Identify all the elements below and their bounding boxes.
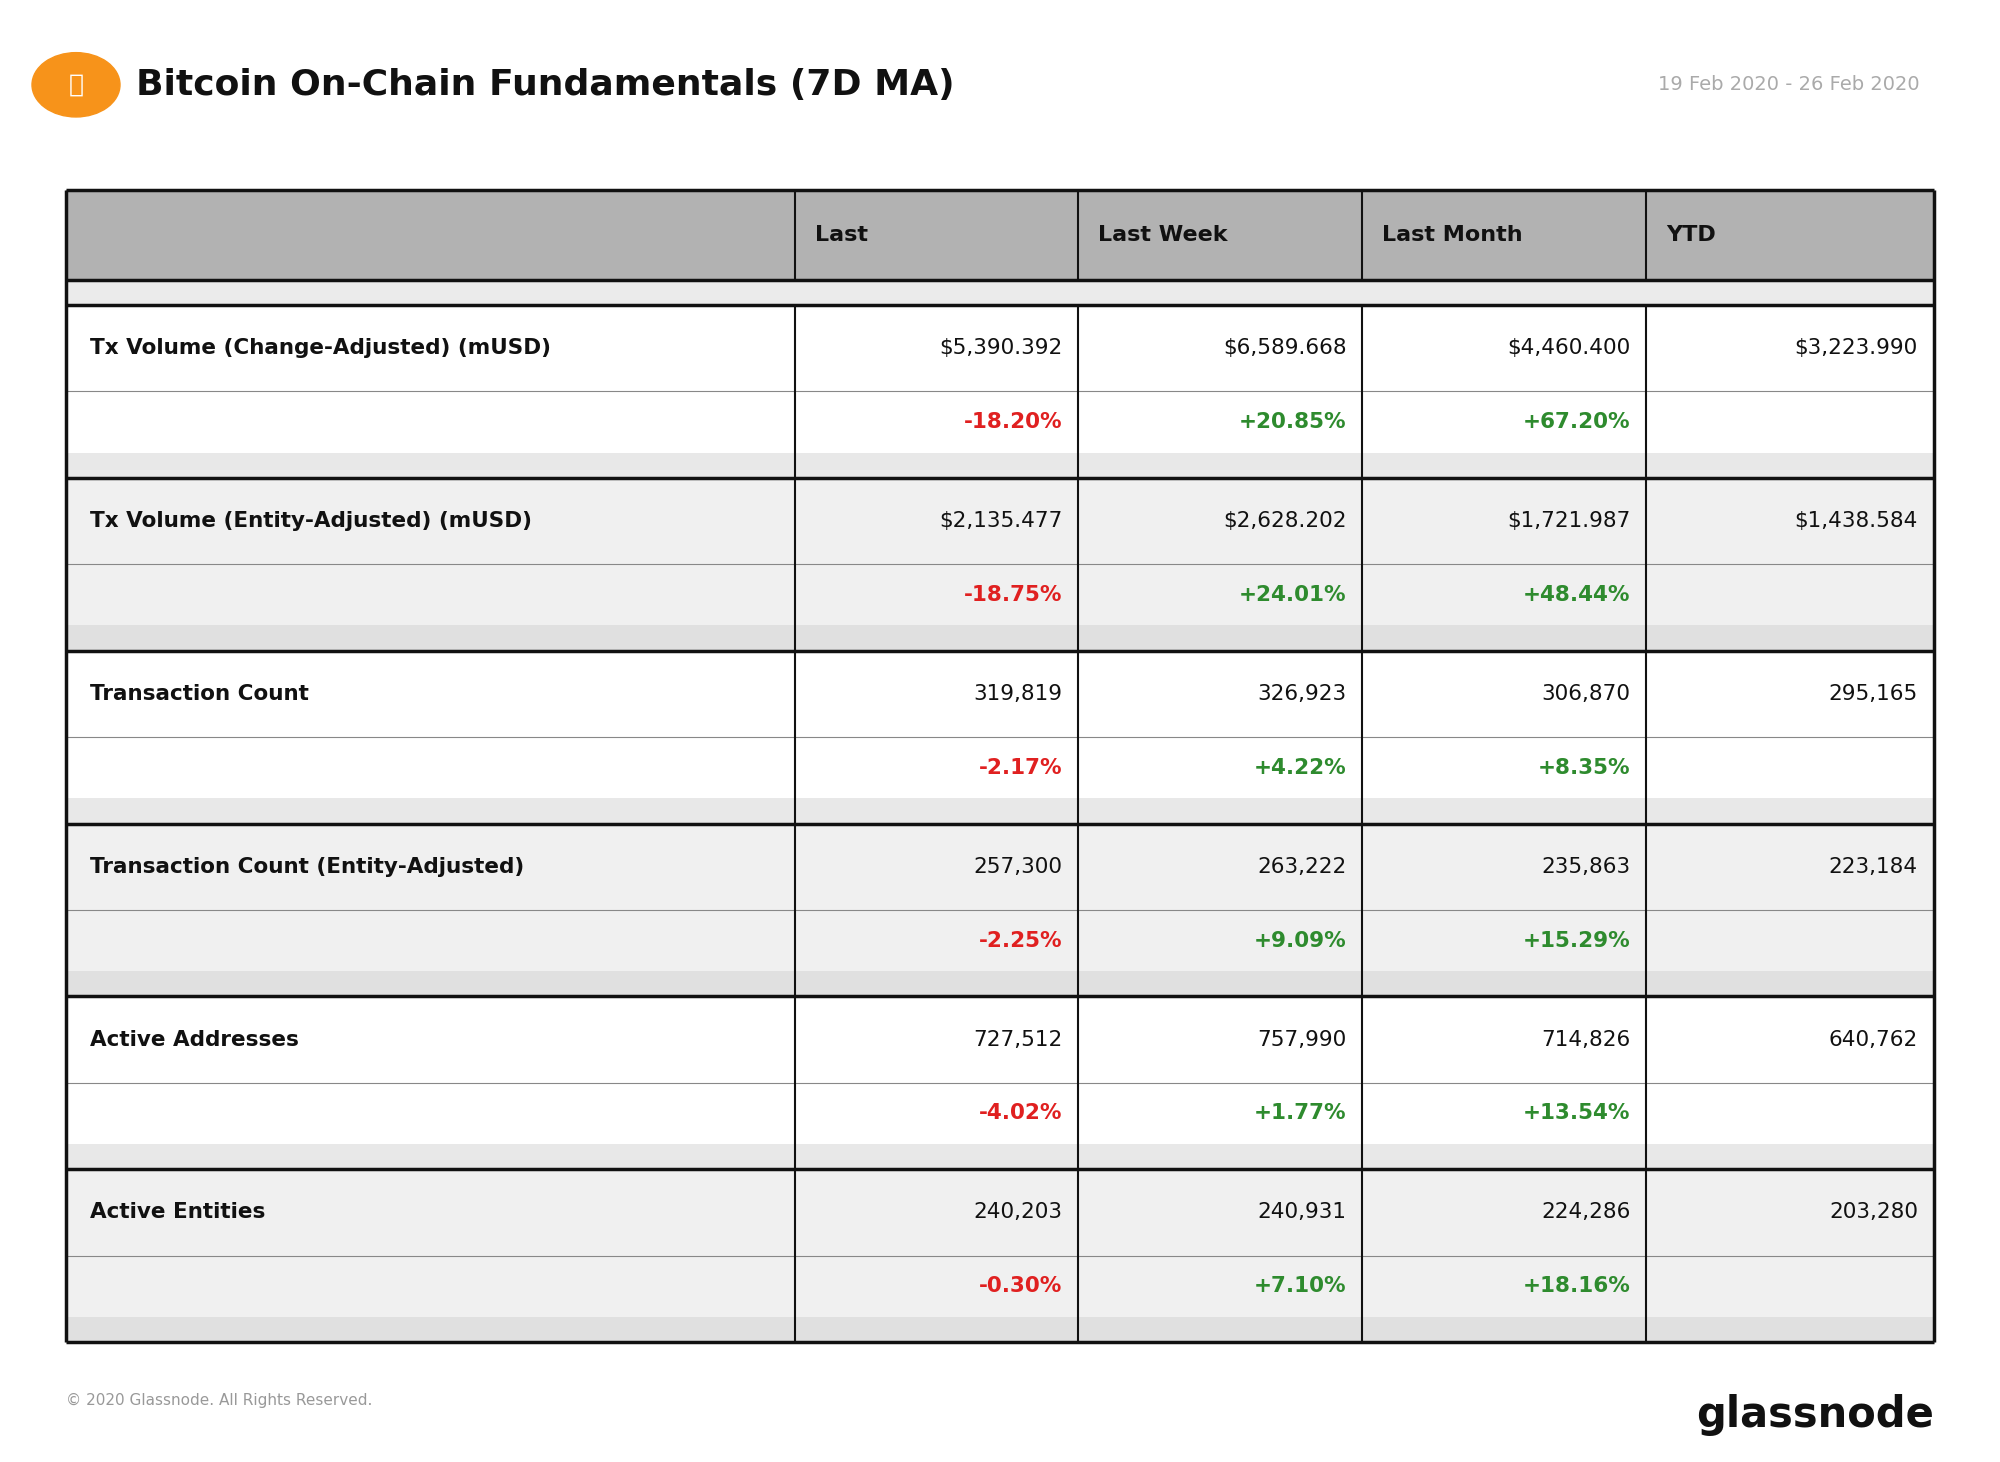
Text: 235,863: 235,863 bbox=[1542, 857, 1630, 877]
Text: 19 Feb 2020 - 26 Feb 2020: 19 Feb 2020 - 26 Feb 2020 bbox=[1658, 76, 1920, 94]
Text: +48.44%: +48.44% bbox=[1522, 585, 1630, 605]
Polygon shape bbox=[66, 279, 1934, 306]
Text: Transaction Count (Entity-Adjusted): Transaction Count (Entity-Adjusted) bbox=[90, 857, 524, 877]
Text: 319,819: 319,819 bbox=[974, 684, 1062, 703]
Text: +1.77%: +1.77% bbox=[1254, 1104, 1346, 1123]
Polygon shape bbox=[66, 823, 1934, 909]
Text: 240,203: 240,203 bbox=[974, 1202, 1062, 1222]
Text: 223,184: 223,184 bbox=[1828, 857, 1918, 877]
Text: +15.29%: +15.29% bbox=[1522, 931, 1630, 950]
Text: $2,628.202: $2,628.202 bbox=[1222, 512, 1346, 531]
Text: 306,870: 306,870 bbox=[1542, 684, 1630, 703]
Text: $4,460.400: $4,460.400 bbox=[1508, 338, 1630, 358]
Text: 203,280: 203,280 bbox=[1828, 1202, 1918, 1222]
Text: © 2020 Glassnode. All Rights Reserved.: © 2020 Glassnode. All Rights Reserved. bbox=[66, 1393, 372, 1408]
Text: +4.22%: +4.22% bbox=[1254, 757, 1346, 778]
Polygon shape bbox=[66, 1083, 1934, 1145]
Text: 757,990: 757,990 bbox=[1258, 1029, 1346, 1050]
Text: 640,762: 640,762 bbox=[1828, 1029, 1918, 1050]
Text: YTD: YTD bbox=[1666, 225, 1716, 246]
Text: glassnode: glassnode bbox=[682, 741, 1318, 849]
Polygon shape bbox=[66, 190, 1934, 279]
Text: Transaction Count: Transaction Count bbox=[90, 684, 308, 703]
Text: glassnode: glassnode bbox=[1696, 1395, 1934, 1436]
Text: -4.02%: -4.02% bbox=[980, 1104, 1062, 1123]
Polygon shape bbox=[66, 564, 1934, 626]
Text: +20.85%: +20.85% bbox=[1238, 412, 1346, 431]
Text: Last: Last bbox=[814, 225, 868, 246]
Text: Active Addresses: Active Addresses bbox=[90, 1029, 298, 1050]
Polygon shape bbox=[66, 798, 1934, 823]
Text: +67.20%: +67.20% bbox=[1522, 412, 1630, 431]
Text: +24.01%: +24.01% bbox=[1238, 585, 1346, 605]
Text: Last Week: Last Week bbox=[1098, 225, 1228, 246]
Text: Tx Volume (Entity-Adjusted) (mUSD): Tx Volume (Entity-Adjusted) (mUSD) bbox=[90, 512, 532, 531]
Text: -0.30%: -0.30% bbox=[980, 1276, 1062, 1297]
Text: Bitcoin On-Chain Fundamentals (7D MA): Bitcoin On-Chain Fundamentals (7D MA) bbox=[136, 67, 954, 102]
Polygon shape bbox=[66, 1317, 1934, 1342]
Text: +9.09%: +9.09% bbox=[1254, 931, 1346, 950]
Text: 257,300: 257,300 bbox=[974, 857, 1062, 877]
Text: +13.54%: +13.54% bbox=[1522, 1104, 1630, 1123]
Text: Active Entities: Active Entities bbox=[90, 1202, 266, 1222]
Circle shape bbox=[32, 53, 120, 117]
Text: Tx Volume (Change-Adjusted) (mUSD): Tx Volume (Change-Adjusted) (mUSD) bbox=[90, 338, 552, 358]
Polygon shape bbox=[66, 626, 1934, 651]
Polygon shape bbox=[66, 478, 1934, 564]
Text: -18.75%: -18.75% bbox=[964, 585, 1062, 605]
Text: +7.10%: +7.10% bbox=[1254, 1276, 1346, 1297]
Text: 714,826: 714,826 bbox=[1542, 1029, 1630, 1050]
Text: 224,286: 224,286 bbox=[1540, 1202, 1630, 1222]
Text: $3,223.990: $3,223.990 bbox=[1794, 338, 1918, 358]
Text: $2,135.477: $2,135.477 bbox=[940, 512, 1062, 531]
Polygon shape bbox=[66, 190, 1934, 1342]
Polygon shape bbox=[66, 1170, 1934, 1256]
Text: 263,222: 263,222 bbox=[1258, 857, 1346, 877]
Text: 326,923: 326,923 bbox=[1258, 684, 1346, 703]
Text: -18.20%: -18.20% bbox=[964, 412, 1062, 431]
Text: 295,165: 295,165 bbox=[1828, 684, 1918, 703]
Text: -2.17%: -2.17% bbox=[978, 757, 1062, 778]
Text: $1,721.987: $1,721.987 bbox=[1506, 512, 1630, 531]
Polygon shape bbox=[66, 997, 1934, 1083]
Polygon shape bbox=[66, 971, 1934, 997]
Polygon shape bbox=[66, 651, 1934, 737]
Polygon shape bbox=[66, 392, 1934, 453]
Text: Last Month: Last Month bbox=[1382, 225, 1524, 246]
Polygon shape bbox=[66, 453, 1934, 478]
Polygon shape bbox=[66, 1256, 1934, 1317]
Polygon shape bbox=[66, 909, 1934, 971]
Polygon shape bbox=[66, 737, 1934, 798]
Polygon shape bbox=[66, 1145, 1934, 1170]
Polygon shape bbox=[66, 306, 1934, 392]
Text: 240,931: 240,931 bbox=[1258, 1202, 1346, 1222]
Text: $1,438.584: $1,438.584 bbox=[1794, 512, 1918, 531]
Text: +18.16%: +18.16% bbox=[1522, 1276, 1630, 1297]
Text: ₿: ₿ bbox=[68, 73, 84, 96]
Text: $6,589.668: $6,589.668 bbox=[1222, 338, 1346, 358]
Text: -2.25%: -2.25% bbox=[978, 931, 1062, 950]
Text: +8.35%: +8.35% bbox=[1538, 757, 1630, 778]
Text: 727,512: 727,512 bbox=[974, 1029, 1062, 1050]
Text: $5,390.392: $5,390.392 bbox=[940, 338, 1062, 358]
